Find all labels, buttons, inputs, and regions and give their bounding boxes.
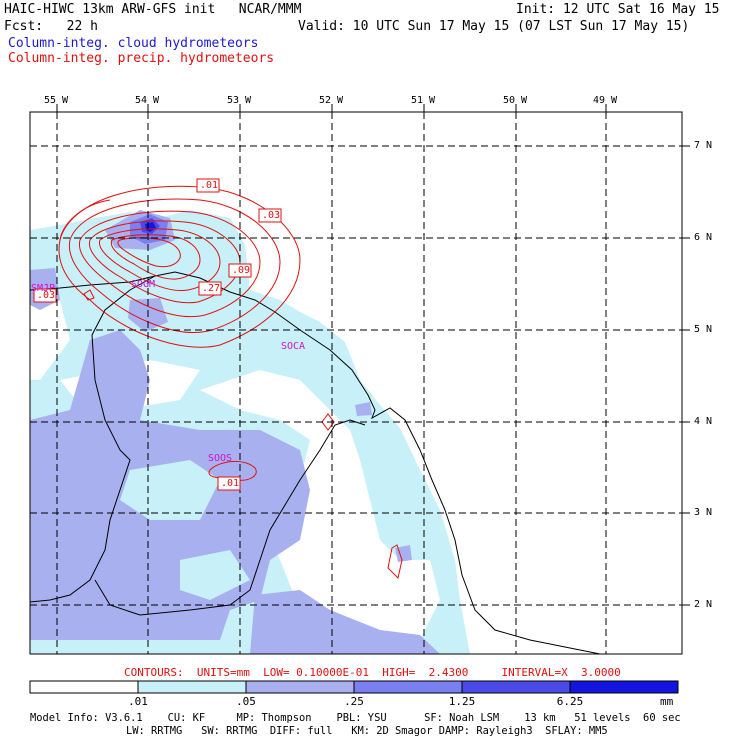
lon-label: 53 W (227, 95, 252, 106)
lon-label: 55 W (44, 95, 69, 106)
colorbar-label: 6.25 (556, 695, 584, 708)
map-frame (29, 111, 683, 655)
station-label: SOOS (208, 453, 233, 464)
lon-label: 54 W (135, 95, 160, 106)
colorbar (29, 680, 679, 694)
lon-label: 51 W (411, 95, 436, 106)
valid-time: Valid: 10 UTC Sun 17 May 15 (07 LST Sun … (298, 19, 690, 34)
lon-label: 49 W (593, 95, 618, 106)
model-info-line1: Model Info: V3.6.1 CU: KF MP: Thompson P… (30, 712, 681, 724)
contour-info: CONTOURS: UNITS=mm LOW= 0.10000E-01 HIGH… (124, 666, 621, 679)
colorbar-label: 1.25 (448, 695, 476, 708)
cloud-shading (30, 210, 470, 654)
lat-label: 4 N (694, 416, 713, 427)
lat-label: 7 N (694, 140, 713, 151)
lat-label: 5 N (694, 324, 713, 335)
init-time: Init: 12 UTC Sat 16 May 15 (516, 2, 720, 17)
contour-label: .09 (232, 265, 251, 276)
legend-precip: Column-integ. precip. hydrometeors (8, 51, 275, 66)
lat-lon-grid (30, 112, 682, 654)
station-label: SOGM (131, 279, 156, 290)
contour-label: .27 (202, 283, 221, 294)
lon-label: 52 W (319, 95, 344, 106)
colorbar-units: mm (660, 695, 674, 708)
contour-label: .03 (262, 210, 281, 221)
contour-label: .03 (37, 290, 56, 301)
station-label: SOCA (281, 341, 306, 352)
model-info-line2: LW: RRTMG SW: RRTMG DIFF: full KM: 2D Sm… (126, 725, 608, 737)
header-title: HAIC-HIWC 13km ARW-GFS init NCAR/MMM (4, 2, 302, 17)
coastline (29, 271, 601, 655)
colorbar-label: .25 (344, 695, 364, 708)
station-label: SMJP (31, 283, 56, 294)
colorbar-label: .01 (128, 695, 148, 708)
contour-label: .01 (200, 180, 219, 191)
colorbar-label: .05 (236, 695, 256, 708)
contour-label: .01 (221, 478, 240, 489)
lat-label: 3 N (694, 507, 713, 518)
forecast-hour: Fcst: 22 h (4, 19, 98, 34)
axis-ticks (56, 104, 690, 606)
contour-label-boxes (33, 178, 282, 491)
lat-label: 6 N (694, 232, 713, 243)
precip-contours (58, 185, 403, 579)
lon-label: 50 W (503, 95, 528, 106)
legend-cloud: Column-integ. cloud hydrometeors (8, 36, 259, 51)
lat-label: 2 N (694, 599, 713, 610)
